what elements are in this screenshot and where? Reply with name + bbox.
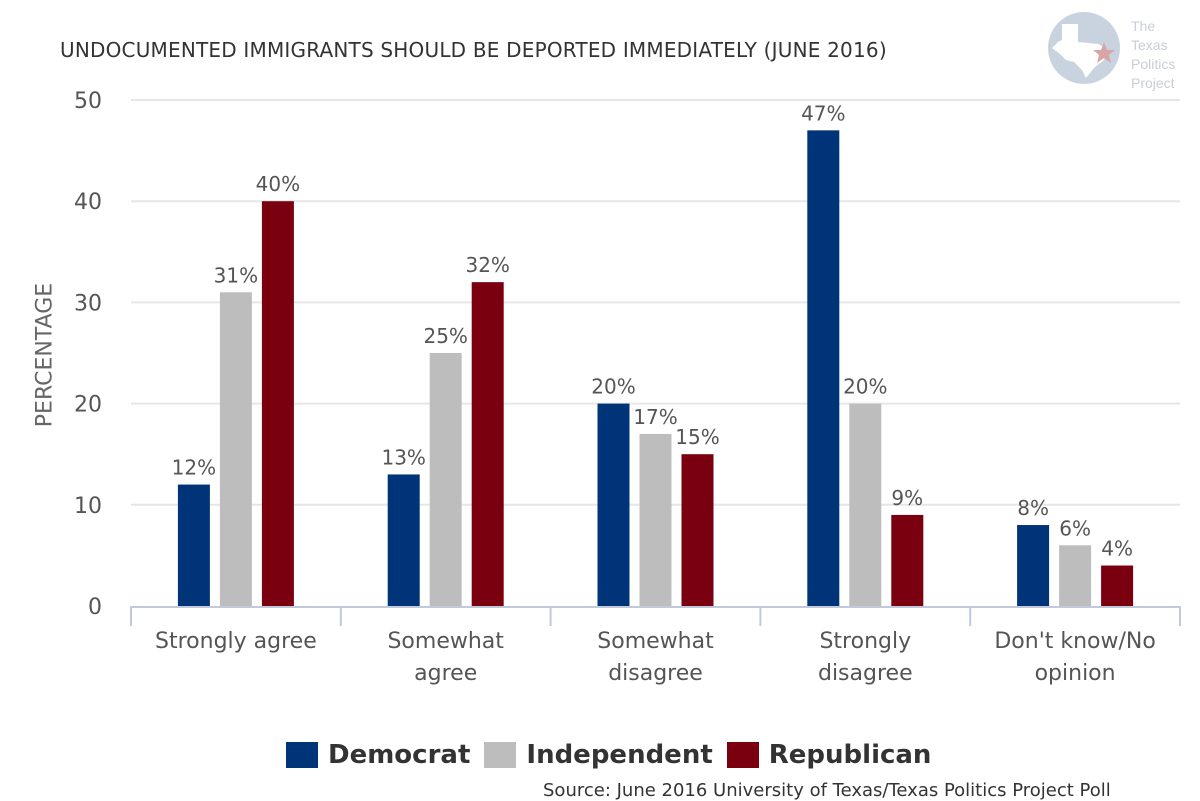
legend-item-independent[interactable]: Independent: [484, 740, 713, 770]
bar-republican[interactable]: [891, 514, 924, 606]
x-axis: Strongly agree Somewhat agree Somewhat disag…: [130, 606, 1181, 686]
bar-independent[interactable]: [429, 353, 462, 606]
star-icon: [1093, 42, 1115, 63]
x-tick-label: Strongly: [819, 629, 911, 654]
bar-independent[interactable]: [219, 292, 252, 606]
bar-independent[interactable]: [1059, 545, 1092, 606]
y-axis-ticks: 0 10 20 30 40 50: [74, 89, 102, 620]
data-label: 25%: [423, 324, 467, 348]
logo-line: Project: [1131, 75, 1175, 91]
x-tick-label: agree: [414, 661, 477, 686]
bar-republican[interactable]: [471, 282, 504, 606]
data-label: 20%: [843, 375, 887, 399]
bar-independent[interactable]: [639, 433, 672, 606]
bar-democrat[interactable]: [597, 403, 630, 606]
legend: Democrat Independent Republican: [286, 740, 945, 770]
data-label: 15%: [675, 425, 719, 449]
data-label: 31%: [214, 263, 258, 287]
x-tick-label: disagree: [608, 661, 703, 686]
legend-swatch-democrat: [286, 742, 318, 768]
x-tick-label: Don't know/No: [994, 629, 1155, 654]
bar-democrat[interactable]: [387, 474, 420, 606]
logo-line: Texas: [1131, 37, 1168, 53]
source-note: Source: June 2016 University of Texas/Te…: [543, 780, 1111, 801]
bar-democrat[interactable]: [807, 130, 840, 607]
y-tick-label: 10: [74, 494, 102, 519]
legend-label: Independent: [526, 740, 713, 770]
bar-republican[interactable]: [261, 201, 294, 606]
legend-label: Republican: [768, 740, 932, 770]
bar-democrat[interactable]: [1017, 525, 1050, 606]
y-tick-label: 40: [74, 190, 102, 215]
y-tick-label: 0: [88, 595, 102, 620]
legend-label: Democrat: [328, 740, 471, 770]
logo-line: Politics: [1131, 56, 1176, 72]
data-label: 17%: [633, 405, 677, 429]
legend-swatch-republican: [726, 742, 759, 768]
x-tick-label: disagree: [818, 661, 913, 686]
data-label: 8%: [1017, 496, 1049, 520]
data-label: 12%: [172, 456, 216, 480]
legend-item-republican[interactable]: Republican: [726, 740, 932, 770]
legend-swatch-independent: [484, 742, 517, 768]
bar-republican[interactable]: [1101, 565, 1134, 606]
chart-title: UNDOCUMENTED IMMIGRANTS SHOULD BE DEPORT…: [60, 38, 887, 62]
data-label: 6%: [1059, 516, 1091, 540]
legend-item-democrat[interactable]: Democrat: [286, 740, 470, 770]
bars: [177, 130, 1134, 607]
bar-democrat[interactable]: [177, 484, 210, 606]
data-label: 40%: [256, 172, 300, 196]
logo-text: The Texas Politics Project: [1131, 17, 1175, 93]
data-label: 13%: [381, 445, 425, 469]
data-label: 9%: [891, 486, 923, 510]
data-label: 32%: [465, 253, 509, 277]
x-tick-label: Strongly agree: [155, 629, 317, 654]
y-tick-label: 50: [74, 89, 102, 114]
x-tick-label: Somewhat: [597, 629, 714, 654]
x-tick-label: Somewhat: [387, 629, 504, 654]
data-labels: 12% 13% 20% 47% 8% 31% 25% 17% 20% 6% 40% 32% 15% 9% 4…: [172, 101, 1133, 560]
y-tick-label: 20: [74, 393, 102, 418]
data-label: 4%: [1101, 537, 1133, 561]
gridlines: [131, 99, 1180, 506]
texas-politics-project-logo: [1048, 12, 1120, 84]
y-axis-label: PERCENTAGE: [32, 282, 58, 428]
bar-independent[interactable]: [849, 403, 882, 606]
x-tick-label: opinion: [1035, 661, 1116, 686]
y-tick-label: 30: [74, 291, 102, 316]
texas-shape-icon: [1052, 24, 1106, 78]
logo-line: The: [1131, 18, 1156, 34]
bar-republican[interactable]: [681, 454, 714, 606]
data-label: 47%: [801, 101, 845, 125]
data-label: 20%: [591, 375, 635, 399]
